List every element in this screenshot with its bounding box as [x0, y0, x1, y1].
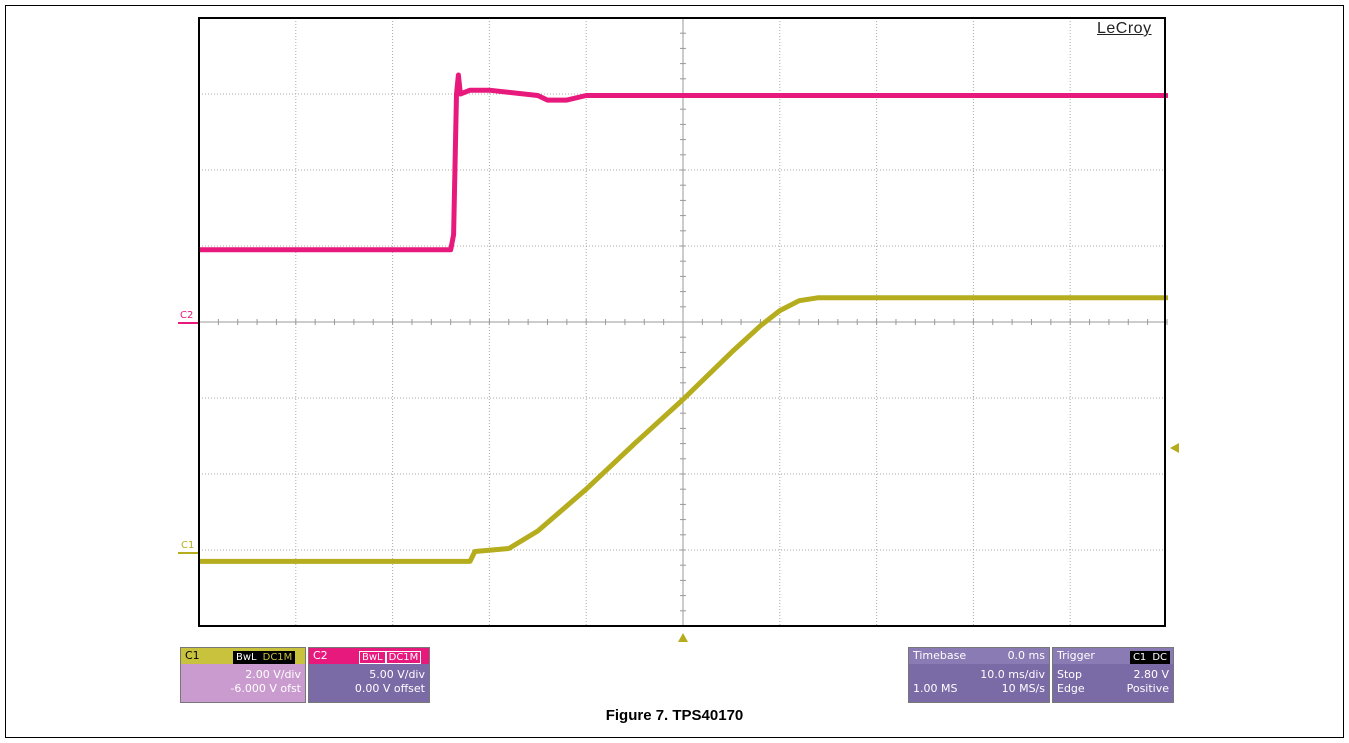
trigger-header: Trigger C1 DC	[1053, 648, 1173, 664]
trigger-level: 2.80 V	[1133, 668, 1169, 681]
c1-scale: 2.00 V/div	[245, 668, 301, 681]
timebase-rate: 10 MS/s	[1001, 682, 1045, 695]
screen-border	[198, 17, 1166, 627]
c2-coupling-tag: DC1M	[385, 651, 422, 664]
c1-marker-line	[178, 552, 198, 554]
timebase-record: 1.00 MS	[913, 682, 958, 695]
figure-frame	[5, 5, 1344, 738]
c1-descriptor[interactable]: C1 BwL DC1M 2.00 V/div -6.000 V ofst	[180, 647, 306, 703]
trigger-mode: Stop	[1057, 668, 1083, 681]
timebase-label: Timebase	[913, 649, 967, 662]
brand-logo: LeCroy	[1097, 20, 1152, 37]
waveform-traces	[198, 72, 1168, 564]
c1-bw-tag: BwL	[233, 651, 260, 664]
trace-c2	[198, 72, 1168, 253]
timebase-descriptor[interactable]: Timebase 0.0 ms 10.0 ms/div 1.00 MS 10 M…	[908, 647, 1050, 703]
figure-caption: Figure 7. TPS40170	[605, 707, 744, 724]
c2-scale: 5.00 V/div	[369, 668, 425, 681]
trigger-label: Trigger	[1057, 649, 1095, 662]
trigger-time-icon	[678, 633, 688, 642]
trace-c1	[198, 295, 1168, 564]
timebase-scale: 10.0 ms/div	[980, 668, 1045, 681]
trigger-coupling-tag: DC	[1149, 651, 1170, 664]
trigger-type: Edge	[1057, 682, 1085, 695]
c1-offset: -6.000 V ofst	[230, 682, 301, 695]
timebase-position: 0.0 ms	[1007, 649, 1045, 662]
c2-offset: 0.00 V offset	[354, 682, 425, 695]
trigger-source-tag: C1	[1129, 651, 1150, 664]
trigger-level-icon	[1170, 443, 1179, 453]
c2-marker-line	[178, 322, 198, 324]
graticule	[198, 17, 1168, 627]
trigger-descriptor[interactable]: Trigger C1 DC Stop 2.80 V Edge Positive	[1052, 647, 1174, 703]
c1-name: C1	[185, 649, 200, 662]
trigger-slope: Positive	[1126, 682, 1169, 695]
c1-marker: C1	[181, 540, 195, 551]
c2-name: C2	[313, 649, 328, 662]
timebase-header: Timebase 0.0 ms	[909, 648, 1049, 664]
c2-marker: C2	[180, 310, 194, 321]
c2-descriptor-header: C2 BwL DC1M	[309, 648, 429, 664]
c1-coupling-tag: DC1M	[259, 651, 296, 664]
c2-bw-tag: BwL	[359, 651, 386, 664]
c1-descriptor-header: C1 BwL DC1M	[181, 648, 305, 664]
c2-descriptor[interactable]: C2 BwL DC1M 5.00 V/div 0.00 V offset	[308, 647, 430, 703]
oscilloscope-screen	[198, 17, 1168, 627]
